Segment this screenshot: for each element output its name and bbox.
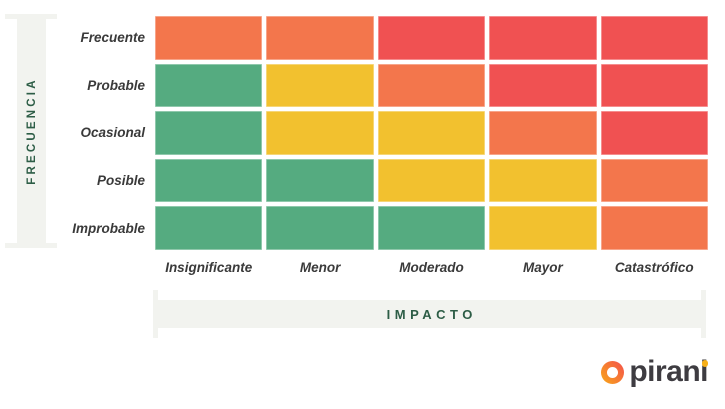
matrix-cell: [155, 111, 263, 155]
frequency-bar-bottom-cap: [5, 243, 57, 248]
column-label: Menor: [299, 259, 341, 275]
matrix-cell: [377, 111, 486, 155]
column-labels: Insignificante Menor Moderado Mayor Catastró…: [155, 254, 708, 280]
risk-grid: [155, 16, 708, 250]
logo-i-dot-icon: [701, 360, 708, 367]
frequency-bar-stem: [17, 17, 46, 245]
pirani-logo: pirani: [601, 357, 708, 387]
logo-ring-icon: [601, 360, 625, 384]
matrix-cell: [155, 206, 263, 250]
matrix-cell: [155, 63, 263, 108]
matrix-cell: [266, 63, 374, 108]
matrix-cell: [266, 158, 374, 203]
matrix-cell: [489, 111, 597, 155]
matrix-cell: [377, 16, 486, 60]
frequency-axis-title: FRECUENCIA: [26, 77, 38, 185]
matrix-cell: [377, 63, 486, 108]
row-label: Probable: [87, 77, 145, 93]
row-label: Frecuente: [80, 30, 145, 46]
logo-brand-text: pirani: [629, 355, 708, 388]
column-label: Moderado: [399, 259, 464, 275]
impact-bar-stem: IMPACTO: [153, 300, 706, 328]
matrix-cell: [377, 158, 486, 203]
matrix-cell: [600, 63, 708, 108]
logo-brand: pirani: [629, 357, 708, 387]
matrix-cell: [155, 158, 263, 203]
matrix-cell: [489, 16, 597, 60]
matrix-cell: [266, 111, 374, 155]
matrix-cell: [600, 206, 708, 250]
frequency-bar-top-cap: [5, 14, 57, 19]
matrix-cell: [600, 16, 708, 60]
matrix-cell: [489, 158, 597, 203]
matrix-cell: [266, 206, 374, 250]
column-label: Mayor: [523, 259, 563, 275]
matrix-cell: [155, 16, 263, 60]
matrix-cell: [600, 111, 708, 155]
row-label: Posible: [96, 173, 145, 189]
row-label: Improbable: [72, 220, 145, 236]
impact-bar-right-cap: [701, 290, 706, 338]
matrix-cell: [266, 16, 374, 60]
matrix-cell: [377, 206, 486, 250]
matrix-cell: [489, 63, 597, 108]
column-label: Insignificante: [165, 259, 253, 275]
column-label: Catastrófico: [614, 259, 694, 275]
matrix-cell: [600, 158, 708, 203]
impact-axis-title: IMPACTO: [386, 306, 477, 322]
matrix-cell: [489, 206, 597, 250]
row-label: Ocasional: [80, 125, 145, 141]
row-labels: Frecuente Probable Ocasional Posible Improba…: [40, 16, 145, 250]
